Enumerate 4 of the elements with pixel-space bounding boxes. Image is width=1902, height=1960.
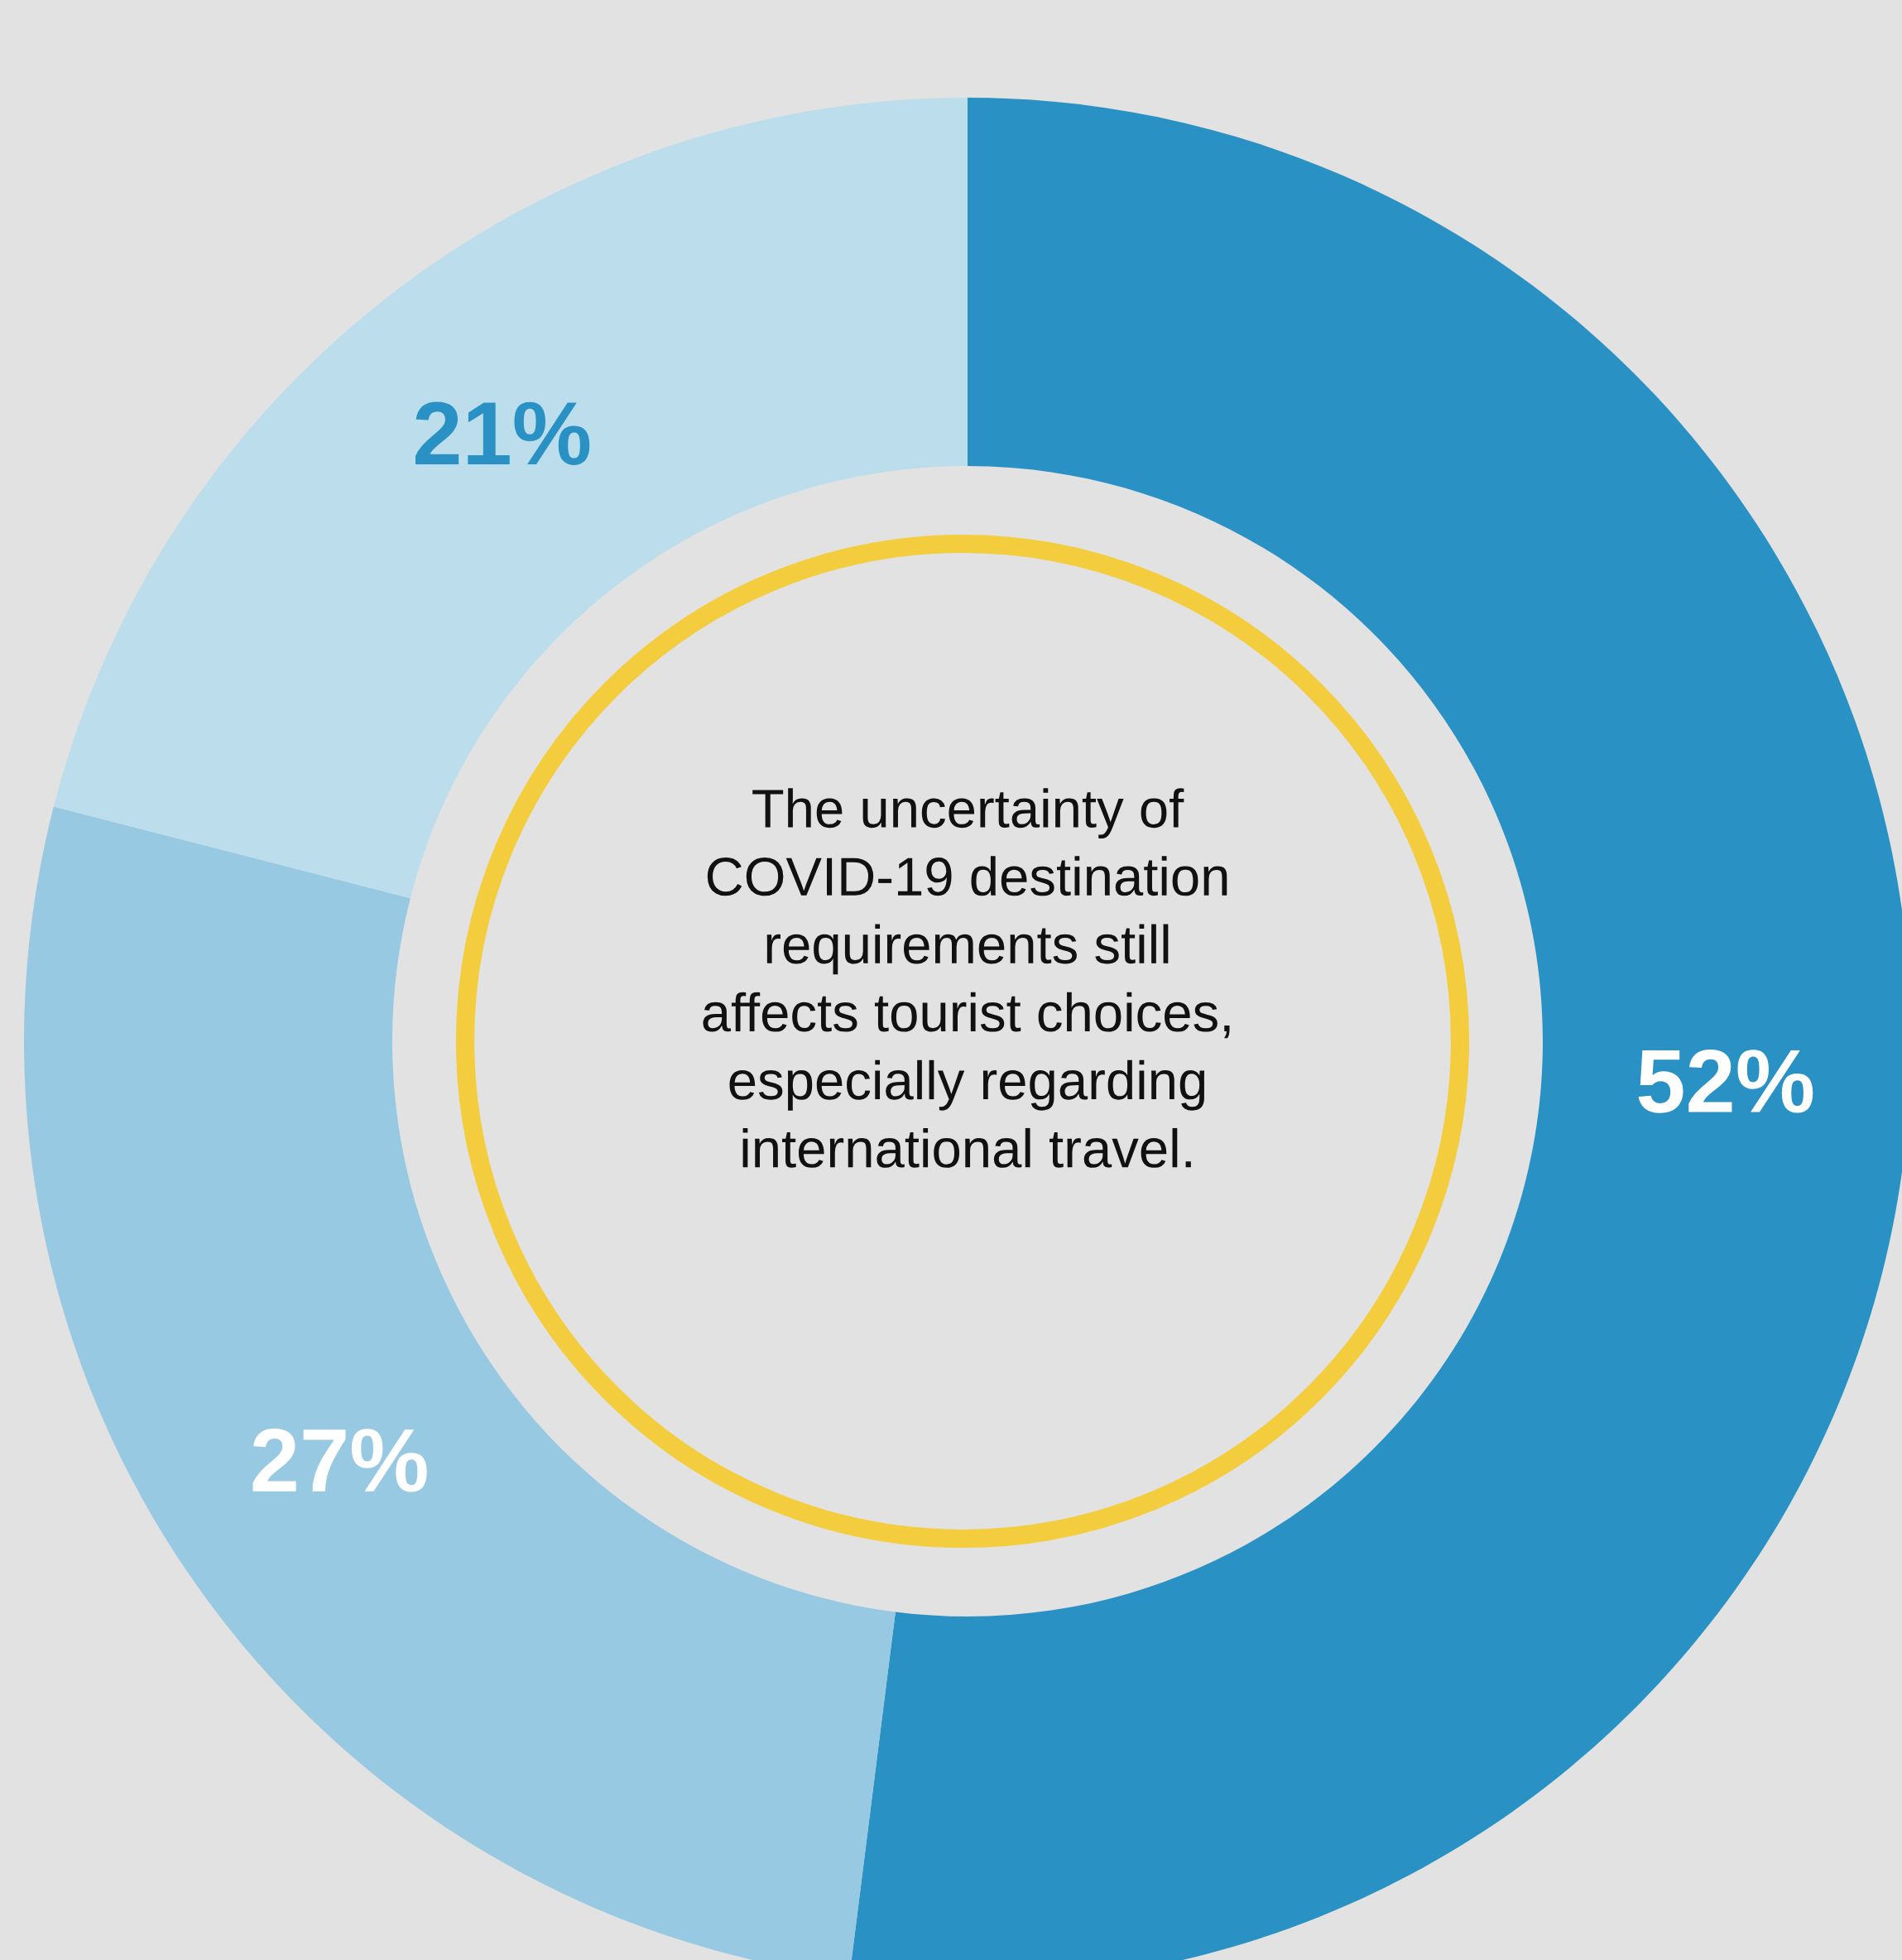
data-label: 27%	[252, 1429, 427, 1492]
data-label: 21%	[415, 401, 590, 465]
data-label: 52%	[1638, 1049, 1813, 1113]
text: The uncertainty of COVID-19 destination requirements still affects tourist choices, especially regarding international travel.	[703, 788, 1230, 1168]
